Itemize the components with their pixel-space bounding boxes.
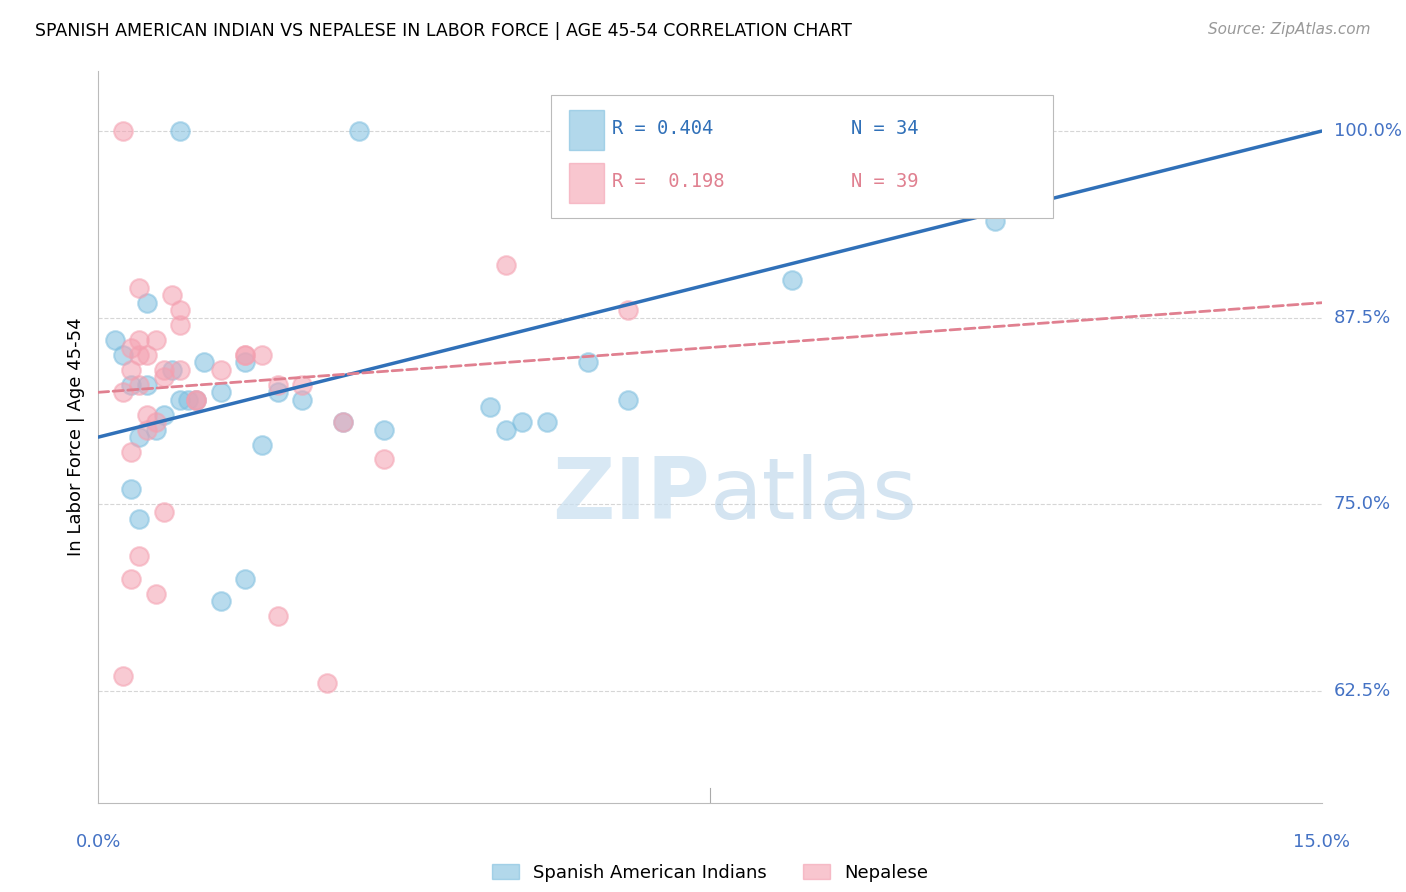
Point: [145, 423, 167, 437]
Point: [536, 415, 558, 429]
FancyBboxPatch shape: [551, 95, 1053, 218]
Point: [177, 392, 200, 407]
Point: [291, 377, 314, 392]
Point: [120, 572, 142, 586]
Text: 15.0%: 15.0%: [1294, 832, 1350, 851]
Text: N = 34: N = 34: [851, 119, 918, 138]
Point: [617, 303, 640, 318]
Point: [267, 385, 290, 400]
Point: [250, 348, 273, 362]
Point: [128, 377, 150, 392]
Point: [186, 392, 208, 407]
Point: [120, 483, 142, 497]
Point: [128, 333, 150, 347]
Text: 100.0%: 100.0%: [1334, 122, 1402, 140]
Bar: [569, 110, 603, 151]
Point: [120, 377, 142, 392]
Text: N = 39: N = 39: [851, 172, 918, 191]
Point: [233, 572, 256, 586]
Text: 62.5%: 62.5%: [1334, 681, 1391, 700]
Point: [209, 594, 232, 608]
Point: [136, 348, 159, 362]
Text: 0.0%: 0.0%: [76, 832, 121, 851]
Point: [780, 273, 803, 287]
Point: [332, 415, 354, 429]
Point: [136, 408, 159, 422]
Text: R =  0.198: R = 0.198: [612, 172, 724, 191]
Point: [152, 370, 174, 384]
Point: [136, 377, 159, 392]
Point: [128, 281, 150, 295]
Point: [145, 587, 167, 601]
Point: [349, 124, 371, 138]
Y-axis label: In Labor Force | Age 45-54: In Labor Force | Age 45-54: [66, 318, 84, 557]
Point: [267, 609, 290, 624]
Bar: [569, 163, 603, 203]
Point: [169, 124, 191, 138]
Point: [152, 505, 174, 519]
Point: [373, 452, 395, 467]
Point: [104, 333, 127, 347]
Point: [111, 124, 134, 138]
Point: [209, 385, 232, 400]
Point: [128, 430, 150, 444]
Point: [111, 669, 134, 683]
Point: [128, 348, 150, 362]
Point: [315, 676, 337, 690]
Point: [160, 363, 183, 377]
Point: [332, 415, 354, 429]
Point: [136, 295, 159, 310]
Point: [152, 363, 174, 377]
Point: [145, 333, 167, 347]
Point: [111, 348, 134, 362]
Point: [120, 341, 142, 355]
Text: 75.0%: 75.0%: [1334, 495, 1391, 513]
Point: [495, 259, 517, 273]
Point: [233, 348, 256, 362]
Point: [233, 355, 256, 369]
Point: [291, 392, 314, 407]
Point: [169, 392, 191, 407]
Text: R = 0.404: R = 0.404: [612, 119, 713, 138]
Legend: Spanish American Indians, Nepalese: Spanish American Indians, Nepalese: [484, 856, 936, 888]
Point: [186, 392, 208, 407]
Point: [193, 355, 215, 369]
Point: [120, 445, 142, 459]
Point: [267, 377, 290, 392]
Point: [186, 392, 208, 407]
Point: [136, 423, 159, 437]
Text: 87.5%: 87.5%: [1334, 309, 1391, 326]
Point: [512, 415, 534, 429]
Point: [576, 355, 599, 369]
Point: [120, 363, 142, 377]
Point: [111, 385, 134, 400]
Text: atlas: atlas: [710, 454, 918, 537]
Point: [160, 288, 183, 302]
Point: [128, 549, 150, 564]
Text: ZIP: ZIP: [553, 454, 710, 537]
Point: [617, 392, 640, 407]
Point: [233, 348, 256, 362]
Point: [209, 363, 232, 377]
Text: SPANISH AMERICAN INDIAN VS NEPALESE IN LABOR FORCE | AGE 45-54 CORRELATION CHART: SPANISH AMERICAN INDIAN VS NEPALESE IN L…: [35, 22, 852, 40]
Point: [478, 401, 501, 415]
Point: [169, 303, 191, 318]
Point: [250, 437, 273, 451]
Point: [128, 512, 150, 526]
Point: [145, 415, 167, 429]
Point: [373, 423, 395, 437]
Point: [495, 423, 517, 437]
Point: [169, 363, 191, 377]
Point: [169, 318, 191, 332]
Text: Source: ZipAtlas.com: Source: ZipAtlas.com: [1208, 22, 1371, 37]
Point: [984, 213, 1007, 227]
Point: [152, 408, 174, 422]
